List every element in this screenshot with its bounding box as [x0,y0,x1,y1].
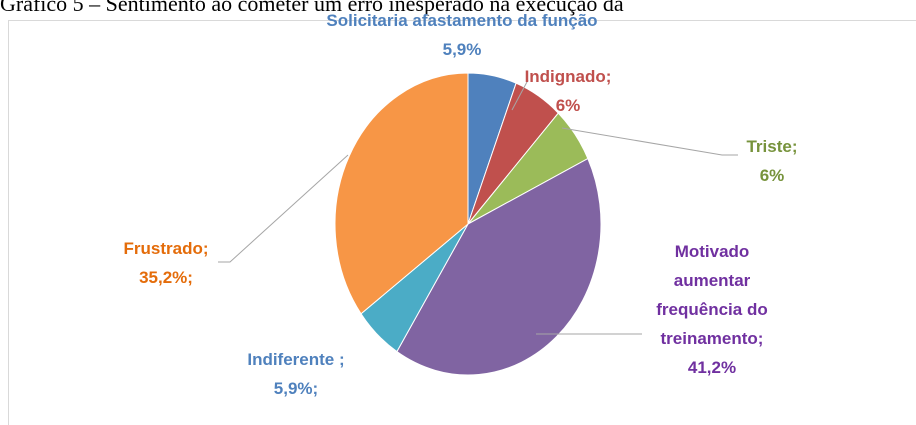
value-label: 41,2% [688,358,736,377]
value-label: 5,9% [443,40,482,59]
value-label: 5,9%; [274,379,318,398]
label-line: treinamento; [661,329,764,348]
category-label: Indignado; [525,67,612,86]
leader-line [561,127,738,156]
label-line: Motivado [675,242,750,261]
value-label: 6% [760,166,785,185]
value-label: 35,2%; [139,268,193,287]
category-label: Solicitaria afastamento da função [326,11,597,30]
category-label: Frustrado; [124,239,209,258]
label-line: frequência do [656,300,767,319]
leader-line [511,79,529,111]
category-label: Motivado aumentar frequência do treinamento… [656,242,767,348]
leader-line [218,154,349,263]
pie-slice [334,72,469,315]
category-label: Triste; [746,137,797,156]
chart-title: Gráfico 5 – Sentimento ao cometer um err… [0,0,624,16]
category-label: Indiferente ; [247,350,344,369]
label-line: aumentar [674,271,751,290]
pie-slice [396,157,602,376]
value-label: 6% [556,96,581,115]
